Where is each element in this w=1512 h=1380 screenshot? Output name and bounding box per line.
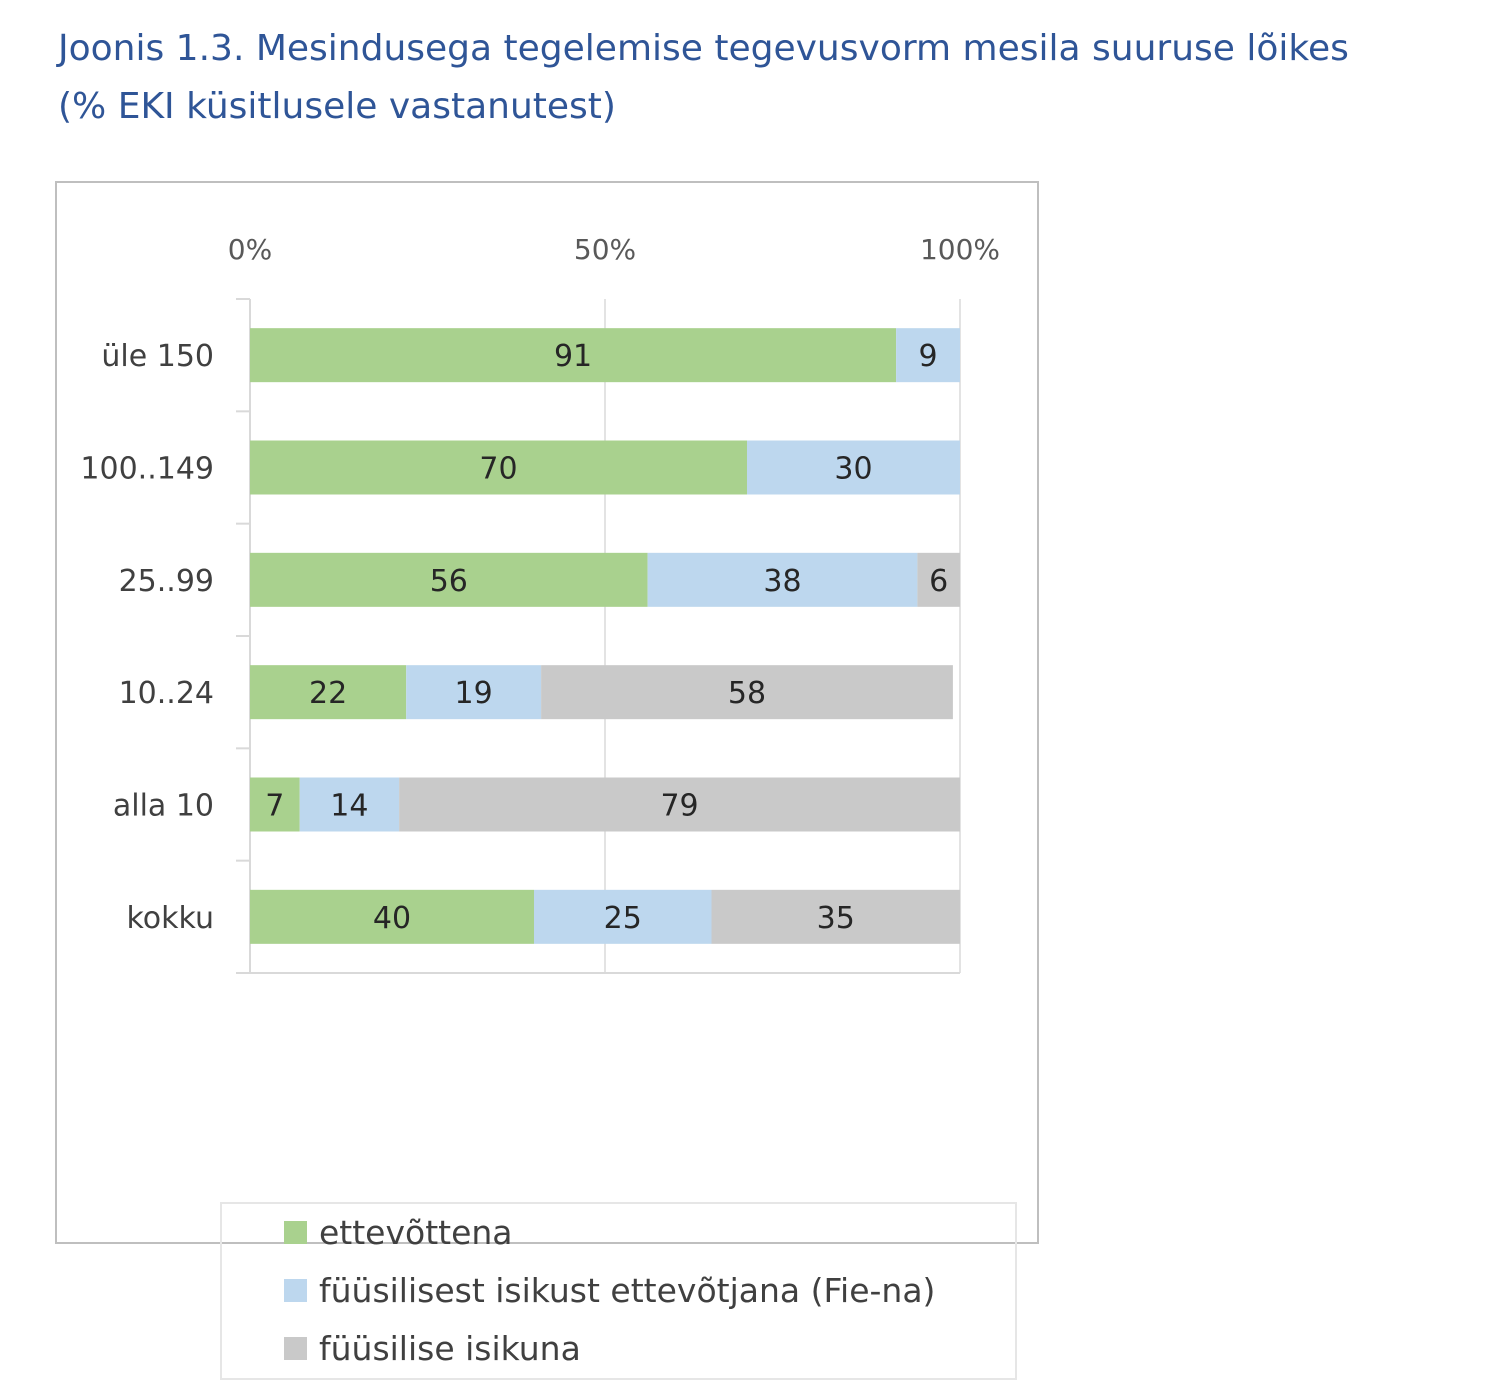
- data-label: 19: [455, 676, 493, 711]
- x-tick-label: 50%: [574, 233, 636, 266]
- bar-segment: [711, 889, 960, 944]
- figure-title-line-1: Joonis 1.3. Mesindusega tegelemise tegev…: [58, 28, 1349, 69]
- data-label: 25: [604, 901, 642, 936]
- bar-segment: [250, 552, 648, 607]
- bar-segment: [399, 777, 961, 832]
- figure-title: Joonis 1.3. Mesindusega tegelemise tegev…: [58, 20, 1478, 136]
- data-label: 56: [430, 564, 468, 599]
- data-label: 22: [309, 676, 347, 711]
- legend-label: füüsilise isikuna: [319, 1328, 581, 1368]
- data-label: 70: [479, 452, 517, 487]
- legend-item: ettevõttena: [284, 1212, 513, 1252]
- data-label: 40: [373, 901, 411, 936]
- legend-item: füüsilise isikuna: [284, 1328, 581, 1368]
- data-label: 58: [728, 676, 766, 711]
- category-label: üle 150: [101, 339, 214, 374]
- category-label: alla 10: [113, 789, 214, 824]
- data-label: 79: [660, 789, 698, 824]
- data-label: 38: [763, 564, 801, 599]
- data-label: 30: [834, 452, 872, 487]
- figure-title-line-2: (% EKI küsitlusele vastanutest): [58, 86, 616, 127]
- data-label: 14: [330, 789, 368, 824]
- data-label: 91: [554, 339, 592, 374]
- bar-segment: [534, 889, 712, 944]
- bar-segment: [747, 440, 960, 495]
- bar-segment: [896, 328, 960, 383]
- bar-segment: [250, 328, 897, 383]
- bar-segment: [250, 665, 407, 720]
- bar-segment: [250, 440, 747, 495]
- bar-segment: [299, 777, 400, 832]
- x-tick-label: 100%: [920, 233, 1000, 266]
- chart-frame: 0% 50% 100% üle 150 91 9 100..149 70 30 25..99 56 3…: [55, 181, 1039, 1380]
- bar-segment: [406, 665, 542, 720]
- legend-swatch: [284, 1220, 307, 1244]
- chart-legend: ettevõttena füüsilisest isikust ettevõtja…: [220, 1202, 1017, 1380]
- legend-swatch: [284, 1278, 307, 1302]
- category-label: 10..24: [119, 676, 214, 711]
- legend-label: füüsilisest isikust ettevõtjana (Fie-na): [319, 1270, 936, 1310]
- bar-segment: [541, 665, 953, 720]
- legend-item: füüsilisest isikust ettevõtjana (Fie-na): [284, 1270, 935, 1310]
- x-tick-label: 0%: [228, 233, 272, 266]
- category-label: 25..99: [119, 564, 214, 599]
- data-label: 6: [929, 564, 948, 599]
- bar-segment: [250, 889, 534, 944]
- bar-segment: [647, 552, 918, 607]
- bar-segment: [917, 552, 960, 607]
- data-label: 7: [265, 789, 284, 824]
- category-label: kokku: [127, 901, 215, 936]
- data-label: 9: [919, 339, 938, 374]
- legend-label: ettevõttena: [319, 1212, 513, 1252]
- data-label: 35: [817, 901, 855, 936]
- bar-segment: [250, 777, 300, 832]
- category-label: 100..149: [80, 452, 214, 487]
- legend-swatch: [284, 1336, 307, 1360]
